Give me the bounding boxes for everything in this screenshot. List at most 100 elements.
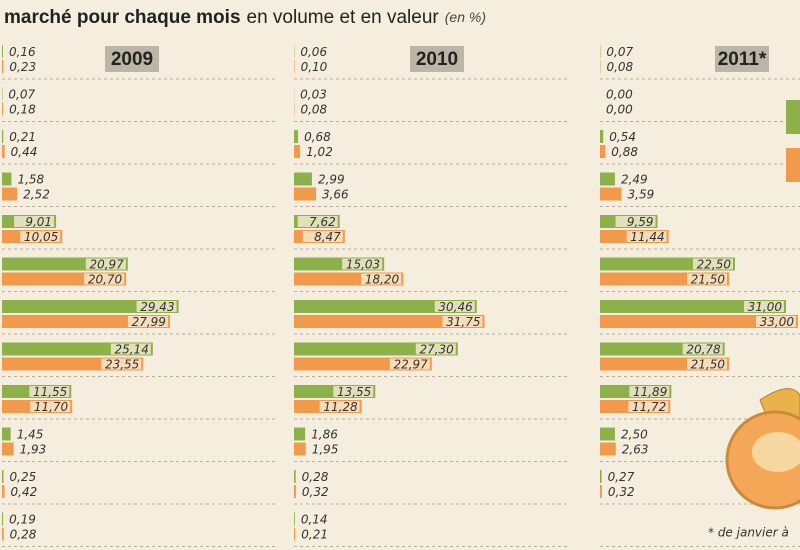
value-label-box <box>626 231 667 242</box>
value-label: 31,75 <box>446 315 480 329</box>
value-label: 0,54 <box>609 130 636 144</box>
value-label: 33,00 <box>760 315 795 329</box>
value-label-box <box>30 401 71 412</box>
value-label: 1,02 <box>306 145 333 159</box>
bar <box>294 527 296 541</box>
bar <box>294 300 477 313</box>
value-label-box <box>342 258 383 270</box>
title-normal: en volume et en valeur <box>247 7 440 28</box>
value-label-box <box>415 343 456 355</box>
value-label: 20,78 <box>686 343 721 357</box>
legend-swatch <box>786 100 800 134</box>
bar <box>600 315 798 328</box>
value-label-box <box>628 401 669 412</box>
value-label: 22,97 <box>393 358 428 372</box>
value-label: 22,50 <box>697 258 732 272</box>
value-label: 1,58 <box>17 173 44 187</box>
value-label-box <box>687 273 727 285</box>
value-label: 0,32 <box>608 485 635 499</box>
year-badge <box>715 46 769 72</box>
value-label: 0,08 <box>606 60 633 74</box>
value-label: 0,07 <box>8 88 35 102</box>
bar <box>294 485 296 498</box>
value-label: 9,01 <box>25 215 52 229</box>
title-unit: (en %) <box>445 9 486 25</box>
bar <box>600 300 786 313</box>
value-label: 21,50 <box>691 273 726 287</box>
value-label: 0,28 <box>302 470 329 484</box>
value-label-box <box>693 258 733 270</box>
value-label: 11,28 <box>323 400 358 414</box>
value-label: 0,10 <box>301 60 328 74</box>
value-label: 0,07 <box>606 45 633 59</box>
bar <box>600 427 615 441</box>
value-label: 2,63 <box>622 443 649 457</box>
value-label-box <box>389 358 430 370</box>
value-label-box <box>14 216 55 227</box>
bar <box>2 60 4 73</box>
value-label: 11,70 <box>34 400 69 414</box>
value-label-box <box>136 301 177 312</box>
year-badge <box>105 46 159 72</box>
value-label-box <box>302 231 343 242</box>
value-label: 29,43 <box>140 300 174 314</box>
title-bold: marché pour chaque mois <box>4 7 241 28</box>
value-label: 0,14 <box>301 513 328 527</box>
value-label-box <box>744 301 784 312</box>
value-label-box <box>297 216 338 227</box>
value-label: 2,52 <box>23 188 50 202</box>
value-label: 3,59 <box>628 188 655 202</box>
bar <box>600 172 615 186</box>
value-label-box <box>20 231 61 242</box>
value-label: 1,93 <box>20 443 47 457</box>
value-label: 20,70 <box>88 273 123 287</box>
bar <box>294 130 299 143</box>
value-label: 0,08 <box>300 103 327 117</box>
value-label: 0,88 <box>611 145 638 159</box>
melon-illustration <box>725 388 800 510</box>
bar <box>2 102 4 116</box>
value-label: 30,46 <box>438 300 473 314</box>
value-label: 2,99 <box>318 173 345 187</box>
bar <box>294 60 295 73</box>
value-label: 0,19 <box>9 513 36 527</box>
year-title: 2009 <box>111 49 153 70</box>
value-label: 2,50 <box>621 428 648 442</box>
value-label: 0,06 <box>300 45 327 59</box>
bar <box>2 512 4 526</box>
bar <box>2 442 14 456</box>
bar <box>2 485 5 498</box>
value-label: 0,27 <box>608 470 635 484</box>
value-label: 15,03 <box>346 258 380 272</box>
bar <box>600 470 602 483</box>
value-label: 27,30 <box>419 343 454 357</box>
value-label: 23,55 <box>105 358 139 372</box>
value-label: 13,55 <box>337 385 371 399</box>
value-label: 0,18 <box>9 103 36 117</box>
value-label-box <box>333 386 374 397</box>
bar <box>294 512 295 526</box>
value-label: 31,00 <box>748 300 783 314</box>
value-label: 0,28 <box>10 528 37 542</box>
value-label: 9,59 <box>627 215 654 229</box>
value-label: 21,50 <box>691 358 726 372</box>
bar <box>294 442 306 456</box>
bar <box>2 527 4 541</box>
bar <box>294 187 316 201</box>
value-label: 3,66 <box>322 188 349 202</box>
value-label-box <box>84 273 125 285</box>
bar <box>2 427 11 441</box>
value-label-box <box>127 316 168 327</box>
bar <box>294 145 301 158</box>
value-label: 0,03 <box>300 88 327 102</box>
value-label-box <box>442 316 483 327</box>
value-label: 27,99 <box>132 315 166 329</box>
value-label-box <box>434 301 475 312</box>
value-label: 20,97 <box>89 258 124 272</box>
value-label-box <box>629 386 670 397</box>
value-label: 0,68 <box>304 130 331 144</box>
panels: 0,16 0,07 0,21 1,58 9,01 20,97 29,43 25,14 11,55… <box>2 45 800 547</box>
title: marché pour chaque mois en volume et en v… <box>4 7 486 28</box>
